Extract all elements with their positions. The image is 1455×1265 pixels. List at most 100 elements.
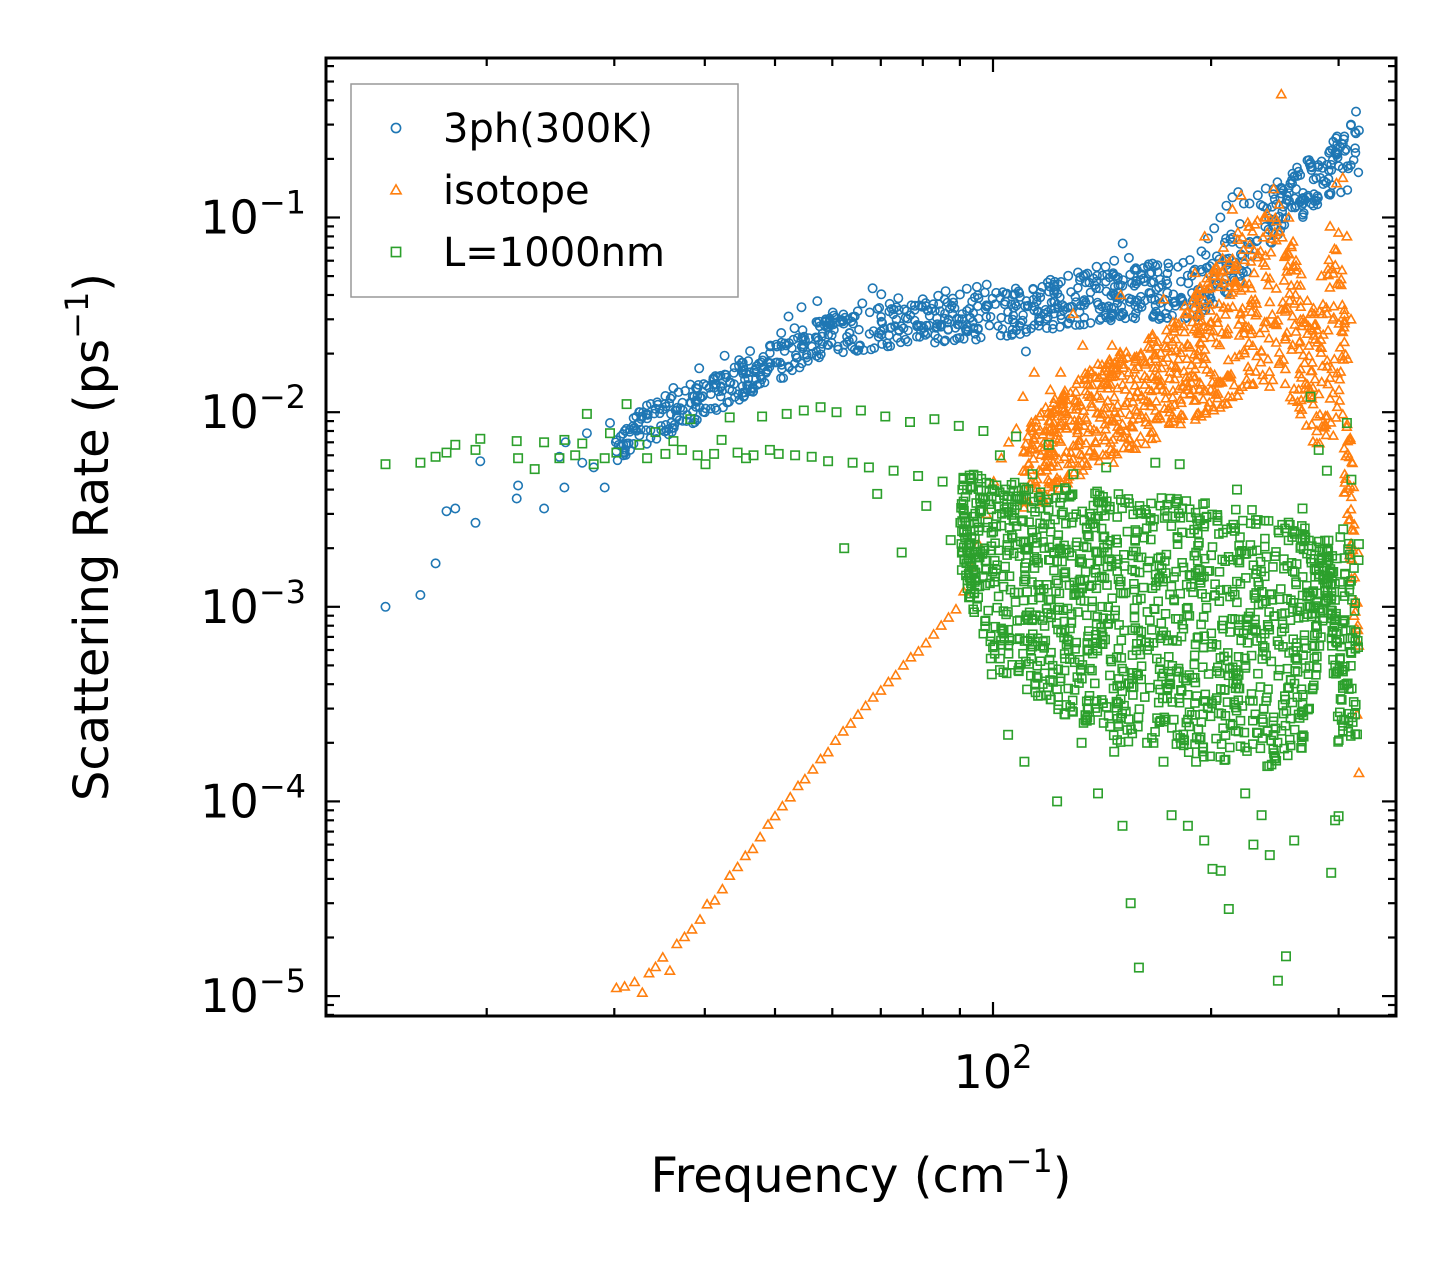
data-point bbox=[1097, 601, 1107, 612]
data-point bbox=[1045, 274, 1056, 285]
data-point bbox=[1303, 350, 1315, 361]
data-point bbox=[1170, 316, 1182, 327]
data-point bbox=[1277, 296, 1289, 307]
data-point bbox=[1204, 566, 1215, 576]
data-point bbox=[838, 309, 849, 320]
data-point bbox=[962, 484, 973, 495]
data-point bbox=[642, 413, 653, 424]
data-point bbox=[1146, 288, 1156, 299]
data-point bbox=[1302, 155, 1313, 166]
data-point bbox=[798, 405, 809, 416]
data-point bbox=[634, 439, 645, 450]
data-point bbox=[1029, 320, 1040, 330]
data-point bbox=[1116, 588, 1126, 598]
data-point bbox=[1111, 448, 1123, 459]
data-point bbox=[1216, 252, 1229, 263]
data-point bbox=[1256, 566, 1266, 577]
data-point bbox=[884, 298, 895, 309]
data-point bbox=[1103, 370, 1116, 381]
data-point bbox=[1117, 503, 1127, 514]
data-point bbox=[803, 355, 813, 366]
data-point bbox=[1039, 543, 1050, 553]
data-point bbox=[1098, 408, 1110, 419]
data-point bbox=[1118, 308, 1129, 319]
data-point bbox=[1312, 199, 1323, 210]
data-point bbox=[1053, 664, 1064, 675]
data-point bbox=[1297, 503, 1308, 514]
data-point bbox=[1186, 316, 1199, 327]
data-point bbox=[1282, 211, 1295, 222]
data-point bbox=[1161, 351, 1173, 363]
data-point bbox=[1093, 788, 1104, 799]
data-point bbox=[1080, 710, 1091, 720]
data-point bbox=[997, 287, 1008, 297]
data-point bbox=[1222, 697, 1233, 707]
data-point bbox=[1246, 689, 1257, 699]
data-point bbox=[1032, 538, 1042, 548]
data-point bbox=[1049, 288, 1059, 299]
data-point bbox=[1132, 505, 1143, 516]
data-point bbox=[1112, 512, 1122, 522]
data-point bbox=[1214, 668, 1225, 679]
data-point bbox=[937, 476, 948, 487]
y-tick-base: 10 bbox=[200, 191, 259, 245]
data-point bbox=[1101, 382, 1114, 393]
data-point bbox=[1299, 208, 1309, 218]
data-point bbox=[1107, 401, 1119, 412]
data-point bbox=[1091, 546, 1102, 557]
data-point bbox=[1212, 666, 1222, 676]
data-point bbox=[1139, 532, 1149, 543]
data-point bbox=[1115, 430, 1127, 442]
data-point bbox=[1009, 587, 1020, 598]
data-point bbox=[1124, 498, 1134, 508]
data-point bbox=[1083, 390, 1096, 402]
data-point bbox=[1086, 400, 1098, 412]
data-point bbox=[743, 356, 754, 366]
data-point bbox=[1308, 329, 1320, 340]
data-point bbox=[1150, 431, 1162, 443]
data-point bbox=[1144, 342, 1157, 353]
data-point bbox=[1289, 724, 1300, 735]
data-point bbox=[1084, 690, 1095, 701]
data-point bbox=[1256, 633, 1266, 643]
data-point bbox=[1273, 198, 1285, 209]
data-point bbox=[1163, 258, 1173, 269]
data-point bbox=[1298, 689, 1308, 700]
data-point bbox=[1028, 442, 1041, 453]
data-point bbox=[1189, 264, 1200, 275]
data-point bbox=[970, 328, 980, 339]
data-point bbox=[1150, 300, 1161, 311]
data-point bbox=[1066, 403, 1078, 414]
data-point bbox=[1178, 365, 1190, 376]
data-point bbox=[1096, 622, 1106, 633]
data-point bbox=[949, 303, 960, 313]
data-point bbox=[1258, 647, 1268, 657]
data-point bbox=[976, 504, 986, 515]
data-point bbox=[1146, 534, 1156, 545]
data-point bbox=[737, 387, 748, 398]
data-point bbox=[826, 337, 837, 348]
data-point bbox=[1239, 727, 1250, 738]
data-point bbox=[1279, 623, 1290, 634]
data-point bbox=[1328, 353, 1341, 364]
data-point bbox=[868, 326, 879, 336]
data-point bbox=[1125, 898, 1136, 909]
data-point bbox=[1012, 539, 1023, 550]
data-point bbox=[806, 763, 819, 774]
data-point bbox=[1232, 226, 1244, 237]
data-point bbox=[1178, 562, 1189, 573]
data-point bbox=[1051, 460, 1064, 471]
data-point bbox=[1257, 256, 1270, 267]
data-point bbox=[1192, 513, 1202, 523]
data-point bbox=[932, 322, 942, 332]
data-point bbox=[1308, 602, 1319, 613]
data-point bbox=[904, 416, 915, 427]
data-point bbox=[1250, 365, 1262, 376]
data-point bbox=[1117, 820, 1128, 831]
data-point bbox=[1309, 554, 1320, 564]
data-point bbox=[1076, 457, 1088, 468]
data-point bbox=[1171, 613, 1181, 624]
data-point bbox=[663, 964, 676, 976]
data-point bbox=[1077, 660, 1088, 670]
